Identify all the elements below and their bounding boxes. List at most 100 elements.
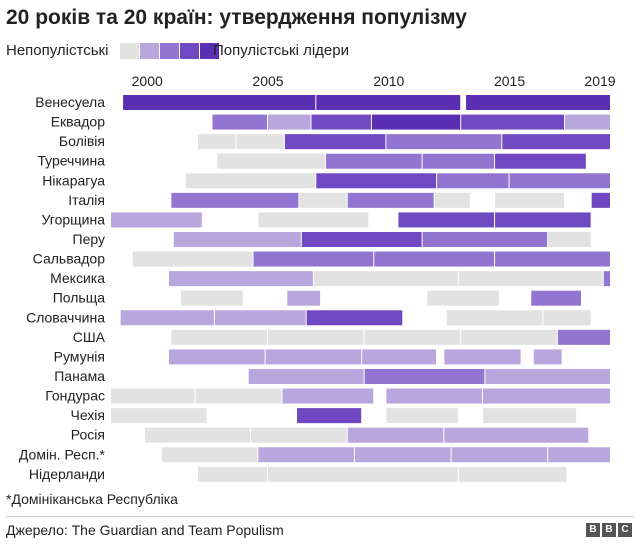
country-label: Словаччина (26, 309, 105, 325)
term-bar (548, 447, 610, 463)
term-bar (458, 271, 603, 287)
term-bar (543, 310, 591, 326)
term-bar (466, 95, 610, 110)
term-bar (313, 271, 458, 287)
term-bar (171, 192, 299, 208)
term-bar (132, 251, 253, 267)
term-bar (362, 349, 437, 365)
term-bar (347, 427, 444, 443)
logo-letter: C (618, 523, 632, 537)
term-bar (495, 251, 610, 267)
term-bar (509, 173, 610, 189)
term-bar (185, 173, 316, 189)
term-bar (458, 466, 567, 482)
term-bar (282, 388, 374, 404)
term-bar (325, 153, 422, 169)
term-bar (161, 447, 258, 463)
term-bar (316, 95, 461, 110)
country-label: Сальвадор (33, 251, 106, 267)
term-bar (434, 192, 470, 208)
term-bar (301, 231, 422, 247)
term-bar (258, 447, 354, 463)
term-bar (386, 134, 502, 150)
country-label: Перу (73, 231, 105, 247)
term-bar (251, 427, 347, 443)
term-bar (120, 310, 214, 326)
term-bar (398, 212, 495, 228)
country-label: Італія (68, 192, 105, 208)
term-bar (422, 231, 548, 247)
term-bar (364, 329, 461, 345)
chart-title: 20 років та 20 країн: утвердження популі… (6, 6, 467, 29)
term-bar (265, 349, 362, 365)
term-bar (482, 408, 577, 424)
term-bar (214, 310, 306, 326)
divider (6, 516, 634, 517)
country-label: Домін. Респ.* (19, 446, 106, 462)
year-tick-label: 2010 (373, 73, 404, 89)
country-label: США (73, 329, 106, 345)
legend-swatches (120, 43, 220, 59)
country-label: Болівія (59, 133, 105, 149)
term-bar (386, 388, 482, 404)
source-text: Джерело: The Guardian and Team Populism (6, 522, 284, 538)
term-bar (258, 212, 369, 228)
legend-swatch (160, 43, 179, 59)
term-bar (531, 290, 582, 306)
term-bar (181, 290, 243, 306)
term-bar (195, 388, 282, 404)
legend-swatch (140, 43, 159, 59)
legend-swatch (120, 43, 139, 59)
term-bar (565, 114, 610, 130)
term-bar (111, 212, 202, 228)
country-label: Венесуела (35, 94, 105, 110)
term-bar (548, 231, 591, 247)
term-bar (533, 349, 562, 365)
year-tick-label: 2005 (252, 73, 283, 89)
term-bar (316, 173, 437, 189)
term-bar (386, 408, 458, 424)
year-tick-label: 2015 (494, 73, 525, 89)
legend-right-label: Популістські лідери (213, 42, 349, 59)
year-tick-label: 2019 (584, 73, 615, 89)
legend-left-label: Непопулістські (6, 42, 109, 59)
term-bar (495, 153, 586, 169)
term-bar (347, 192, 434, 208)
term-bar (364, 368, 485, 384)
term-bar (603, 271, 610, 287)
term-bar (248, 368, 364, 384)
term-bar (444, 427, 589, 443)
term-bar (306, 310, 403, 326)
bbc-logo: B B C (584, 523, 632, 537)
term-bar (446, 310, 543, 326)
term-bar (557, 329, 610, 345)
term-bar (144, 427, 251, 443)
term-bar (173, 231, 301, 247)
term-bar (287, 290, 321, 306)
term-bar (236, 134, 284, 150)
term-bar (111, 408, 207, 424)
country-label: Росія (71, 427, 105, 443)
term-bar (461, 329, 557, 345)
term-bar (482, 388, 610, 404)
term-bar (427, 290, 499, 306)
country-label: Нікарагуа (42, 172, 105, 188)
term-bar (296, 408, 362, 424)
term-bar (495, 192, 565, 208)
term-bar (217, 153, 325, 169)
term-bar (502, 134, 610, 150)
term-bar (268, 466, 458, 482)
logo-letter: B (586, 523, 600, 537)
term-bar (171, 329, 268, 345)
country-label: Чехія (70, 407, 105, 423)
term-bar (197, 466, 268, 482)
term-bar (284, 134, 386, 150)
term-bar (168, 271, 313, 287)
term-bar (268, 329, 364, 345)
country-label: Панама (54, 368, 105, 384)
term-bar (268, 114, 311, 130)
country-label: Еквадор (51, 114, 105, 130)
term-bar (212, 114, 268, 130)
term-bar (444, 349, 521, 365)
term-bar (591, 192, 610, 208)
